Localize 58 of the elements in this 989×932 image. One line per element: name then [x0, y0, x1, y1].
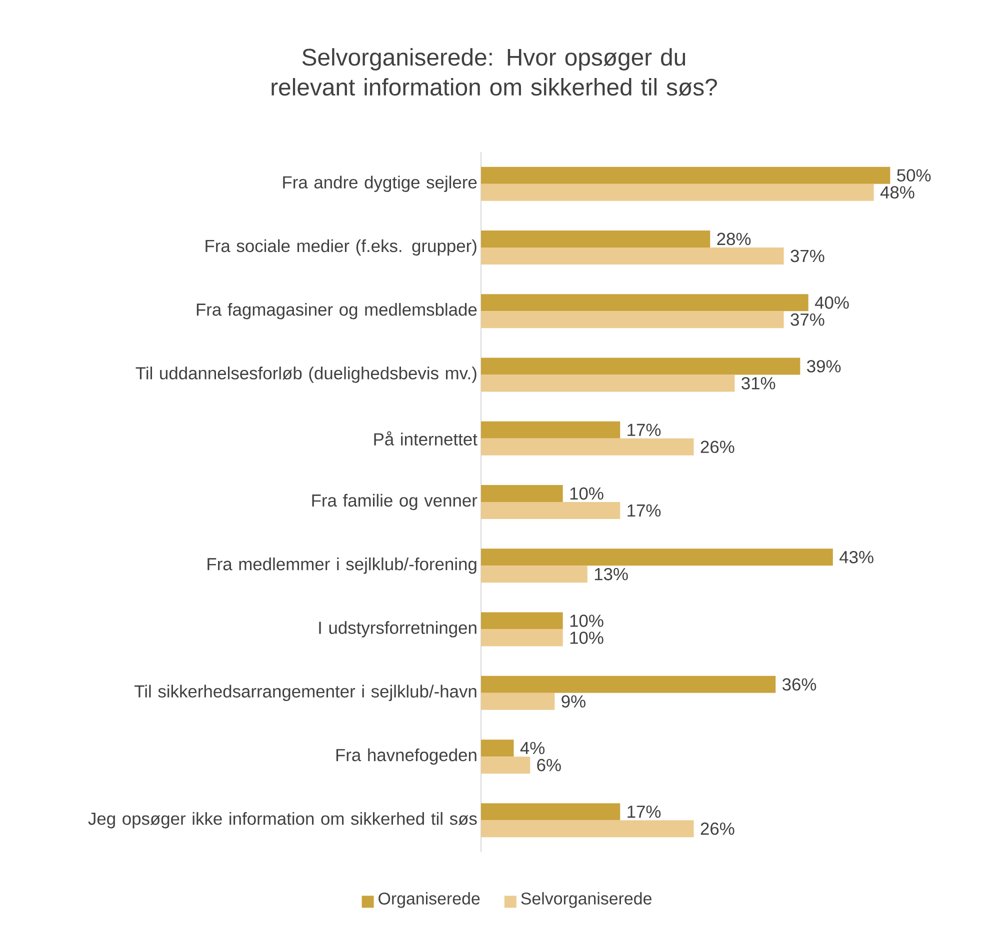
bar [481, 311, 784, 328]
y-tick-label: På internettet [374, 431, 478, 446]
legend-label: Selvorganiserede [521, 892, 652, 908]
data-label: 17% [628, 806, 661, 818]
data-label: 10% [570, 632, 604, 644]
data-label: 26% [700, 440, 734, 454]
y-tick-label: Fra fagmagasiner og medlemsblade [196, 302, 477, 320]
data-label: 28% [717, 232, 751, 246]
bar [481, 485, 563, 502]
data-label: 10% [570, 614, 604, 627]
bar [481, 230, 710, 248]
y-tick-label: Fra sociale medier (f.eks. grupper) [206, 239, 476, 256]
y-tick-label: I udstyrsforretningen [319, 621, 476, 638]
data-label: 37% [790, 313, 824, 326]
bar [481, 438, 694, 456]
data-label: 4% [520, 742, 545, 754]
bar [481, 294, 808, 312]
bar [481, 629, 563, 646]
data-label: 17% [628, 424, 661, 436]
y-tick-label: Til uddannelsesforløb (duelighedsbevis mv.) [136, 366, 476, 383]
data-label: 6% [537, 758, 561, 772]
y-tick-label: Fra havnefogeden [336, 748, 476, 765]
y-tick-label: Til sikkerhedsarrangementer i sejlklub/-havn [134, 684, 476, 702]
bar [481, 184, 874, 201]
data-label: 40% [814, 296, 849, 309]
y-tick-label: Fra familie og venner [312, 494, 478, 510]
bar [481, 374, 735, 392]
bar [481, 756, 530, 774]
data-label: 17% [628, 504, 661, 517]
data-label: 26% [700, 822, 734, 835]
bar [481, 566, 588, 583]
bar [481, 421, 620, 438]
y-tick-label: Fra andre dygtige sejlere [283, 176, 477, 192]
data-label: 39% [807, 360, 841, 372]
data-label: 43% [840, 550, 874, 564]
legend-label: Organiserede [378, 892, 480, 908]
bar [481, 692, 555, 710]
bar [481, 502, 620, 520]
y-tick-label: Jeg opsøger ikke information om sikkerhed til søs [88, 812, 477, 828]
bar [481, 548, 833, 566]
data-label: 31% [742, 377, 776, 390]
chart-title: Selvorganiserede: Hvor opsøger du relevant information om sikkerhed til søs? [272, 48, 717, 96]
bar [481, 612, 563, 630]
bar [481, 247, 784, 264]
bar [481, 740, 514, 757]
bar [481, 358, 800, 375]
data-label: 13% [594, 568, 628, 580]
bar [481, 166, 890, 184]
data-label: 50% [897, 169, 931, 182]
data-label: 48% [880, 186, 914, 199]
y-tick-label: Fra medlemmer i sejlklub/-forening [208, 558, 476, 574]
bar [481, 820, 694, 838]
data-label: 37% [790, 250, 824, 262]
data-label: 9% [562, 695, 586, 708]
data-label: 10% [570, 487, 604, 500]
bar [481, 803, 620, 820]
data-label: 36% [782, 678, 816, 691]
bar [481, 676, 776, 693]
